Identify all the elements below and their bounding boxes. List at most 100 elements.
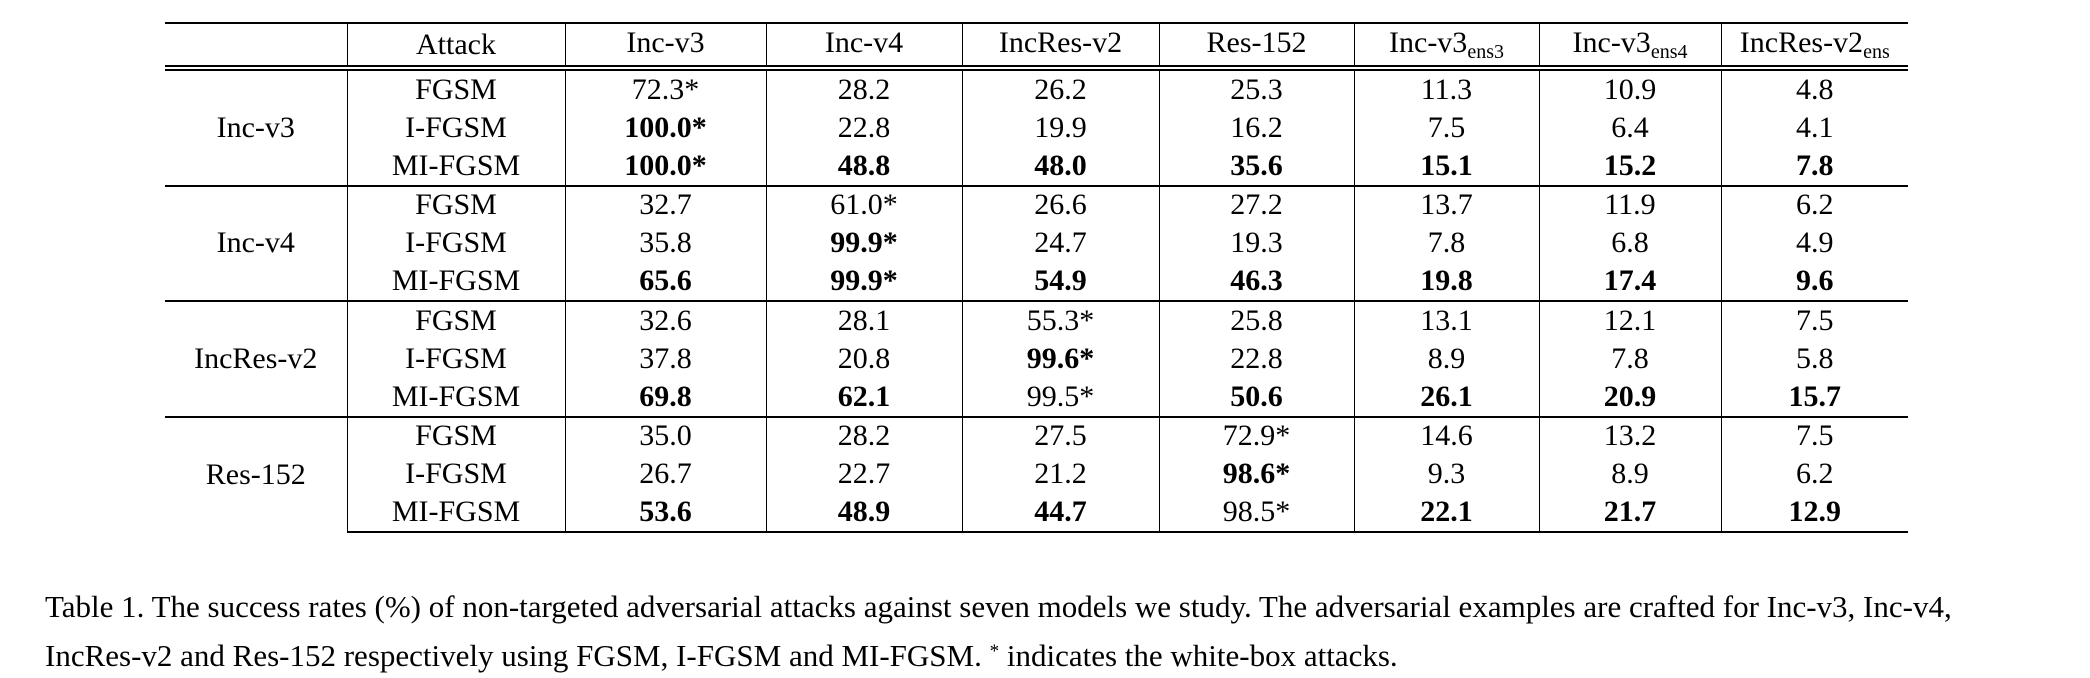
success-rate-cell: 32.6 bbox=[564, 300, 767, 340]
caption-asterisk: * bbox=[989, 641, 1000, 662]
success-rate-cell: 100.0* bbox=[564, 108, 767, 147]
attack-cell: FGSM bbox=[346, 300, 566, 340]
success-rate-cell: 19.8 bbox=[1353, 262, 1540, 301]
success-rate-cell: 72.3* bbox=[564, 69, 767, 109]
success-rate-cell: 35.8 bbox=[564, 224, 767, 263]
success-rate-cell: 14.6 bbox=[1353, 415, 1540, 455]
header-model: Inc-v3ens3 bbox=[1353, 22, 1540, 67]
success-rate-cell: 28.2 bbox=[765, 69, 963, 109]
success-rate-cell: 6.4 bbox=[1538, 108, 1722, 147]
table-row: I-FGSM 37.8 20.8 99.6* 22.8 8.9 7.8 5.8 bbox=[165, 339, 1908, 378]
success-rate-cell: 44.7 bbox=[961, 493, 1160, 533]
success-rate-cell: 13.1 bbox=[1353, 300, 1540, 340]
table-body: Inc-v3 FGSM 72.3* 28.2 26.2 25.3 11.3 10.9 4.8 I-… bbox=[165, 69, 1908, 533]
header-row: Attack Inc-v3 Inc-v4 IncRes-v2 Res-152 I… bbox=[165, 22, 1908, 67]
success-rate-cell: 13.2 bbox=[1538, 415, 1722, 455]
success-rate-cell: 61.0* bbox=[765, 184, 963, 224]
success-rate-cell: 11.3 bbox=[1353, 69, 1540, 109]
success-rate-cell: 7.5 bbox=[1720, 415, 1908, 455]
success-rate-cell: 25.8 bbox=[1158, 300, 1355, 340]
header-corner bbox=[165, 22, 348, 67]
source-model-cell: Inc-v4 bbox=[165, 184, 348, 301]
success-rate-cell: 20.8 bbox=[765, 339, 963, 378]
table-row: MI-FGSM 69.8 62.1 99.5* 50.6 26.1 20.9 15.7 bbox=[165, 378, 1908, 417]
attack-cell: I-FGSM bbox=[347, 339, 566, 378]
success-rate-cell: 26.7 bbox=[564, 455, 767, 494]
success-rate-cell: 7.8 bbox=[1538, 339, 1722, 378]
results-table: Attack Inc-v3 Inc-v4 IncRes-v2 Res-152 I… bbox=[165, 22, 1908, 533]
success-rate-cell: 46.3 bbox=[1158, 262, 1355, 301]
table-row: I-FGSM 35.8 99.9* 24.7 19.3 7.8 6.8 4.9 bbox=[165, 224, 1908, 263]
attack-cell: MI-FGSM bbox=[347, 262, 566, 301]
success-rate-cell: 28.1 bbox=[765, 300, 963, 340]
success-rate-cell: 7.8 bbox=[1720, 147, 1908, 186]
success-rate-cell: 55.3* bbox=[961, 300, 1160, 340]
caption-text-end: indicates the white-box attacks. bbox=[1006, 638, 1398, 673]
success-rate-cell: 22.1 bbox=[1353, 493, 1540, 533]
attack-cell: MI-FGSM bbox=[347, 147, 566, 186]
attack-cell: I-FGSM bbox=[347, 108, 566, 147]
success-rate-cell: 7.8 bbox=[1353, 224, 1540, 263]
success-rate-cell: 4.8 bbox=[1720, 69, 1908, 109]
success-rate-cell: 72.9* bbox=[1158, 415, 1355, 455]
success-rate-cell: 20.9 bbox=[1538, 378, 1722, 417]
success-rate-cell: 48.9 bbox=[765, 493, 963, 533]
header-model: Inc-v3ens4 bbox=[1538, 22, 1722, 67]
success-rate-cell: 15.2 bbox=[1538, 147, 1722, 186]
success-rate-cell: 15.1 bbox=[1353, 147, 1540, 186]
success-rate-cell: 48.0 bbox=[961, 147, 1160, 186]
success-rate-cell: 22.8 bbox=[765, 108, 963, 147]
success-rate-cell: 48.8 bbox=[765, 147, 963, 186]
attack-cell: FGSM bbox=[346, 184, 566, 224]
attack-cell: FGSM bbox=[346, 69, 566, 109]
success-rate-cell: 99.5* bbox=[961, 378, 1160, 417]
success-rate-cell: 26.1 bbox=[1353, 378, 1540, 417]
table-row: IncRes-v2 FGSM 32.6 28.1 55.3* 25.8 13.1 12.1 7.… bbox=[165, 300, 1908, 417]
success-rate-cell: 26.2 bbox=[961, 69, 1160, 109]
success-rate-cell: 27.5 bbox=[961, 415, 1160, 455]
success-rate-cell: 27.2 bbox=[1158, 184, 1355, 224]
success-rate-cell: 15.7 bbox=[1720, 378, 1908, 417]
success-rate-cell: 6.8 bbox=[1538, 224, 1722, 263]
success-rate-cell: 65.6 bbox=[564, 262, 767, 301]
success-rate-cell: 100.0* bbox=[564, 147, 767, 186]
success-rate-cell: 21.2 bbox=[961, 455, 1160, 494]
table-row: I-FGSM 26.7 22.7 21.2 98.6* 9.3 8.9 6.2 bbox=[165, 455, 1908, 494]
success-rate-cell: 16.2 bbox=[1158, 108, 1355, 147]
success-rate-cell: 98.6* bbox=[1158, 455, 1355, 494]
header-model: Inc-v4 bbox=[765, 22, 963, 67]
source-model-cell: Inc-v3 bbox=[165, 69, 348, 186]
success-rate-cell: 98.5* bbox=[1158, 493, 1355, 533]
source-model-cell: Res-152 bbox=[165, 415, 348, 532]
success-rate-cell: 32.7 bbox=[564, 184, 767, 224]
success-rate-cell: 53.6 bbox=[564, 493, 767, 533]
table-row: MI-FGSM 100.0* 48.8 48.0 35.6 15.1 15.2 7.8 bbox=[165, 147, 1908, 186]
success-rate-cell: 99.6* bbox=[961, 339, 1160, 378]
success-rate-cell: 9.3 bbox=[1353, 455, 1540, 494]
success-rate-cell: 11.9 bbox=[1538, 184, 1722, 224]
success-rate-cell: 21.7 bbox=[1538, 493, 1722, 533]
header-model: Inc-v3 bbox=[564, 22, 767, 67]
success-rate-cell: 8.9 bbox=[1353, 339, 1540, 378]
header-double-rule bbox=[165, 66, 1908, 71]
success-rate-cell: 13.7 bbox=[1353, 184, 1540, 224]
header-model: Res-152 bbox=[1158, 22, 1355, 67]
success-rate-cell: 99.9* bbox=[765, 224, 963, 263]
success-rate-cell: 7.5 bbox=[1720, 300, 1908, 340]
attack-cell: I-FGSM bbox=[347, 224, 566, 263]
success-rate-cell: 6.2 bbox=[1720, 184, 1908, 224]
success-rate-cell: 4.9 bbox=[1720, 224, 1908, 263]
success-rate-cell: 8.9 bbox=[1538, 455, 1722, 494]
success-rate-cell: 9.6 bbox=[1720, 262, 1908, 301]
success-rate-cell: 99.9* bbox=[765, 262, 963, 301]
caption-text: Table 1. The success rates (%) of non-ta… bbox=[45, 589, 1952, 673]
success-rate-cell: 25.3 bbox=[1158, 69, 1355, 109]
table-row: Res-152 FGSM 35.0 28.2 27.5 72.9* 14.6 13.2 7.5 bbox=[165, 415, 1908, 532]
success-rate-cell: 54.9 bbox=[961, 262, 1160, 301]
success-rate-cell: 12.9 bbox=[1720, 493, 1908, 533]
source-model-cell: IncRes-v2 bbox=[165, 300, 348, 417]
success-rate-cell: 6.2 bbox=[1720, 455, 1908, 494]
table-row: MI-FGSM 53.6 48.9 44.7 98.5* 22.1 21.7 12.9 bbox=[165, 493, 1908, 533]
success-rate-cell: 17.4 bbox=[1538, 262, 1722, 301]
table-row: I-FGSM 100.0* 22.8 19.9 16.2 7.5 6.4 4.1 bbox=[165, 108, 1908, 147]
